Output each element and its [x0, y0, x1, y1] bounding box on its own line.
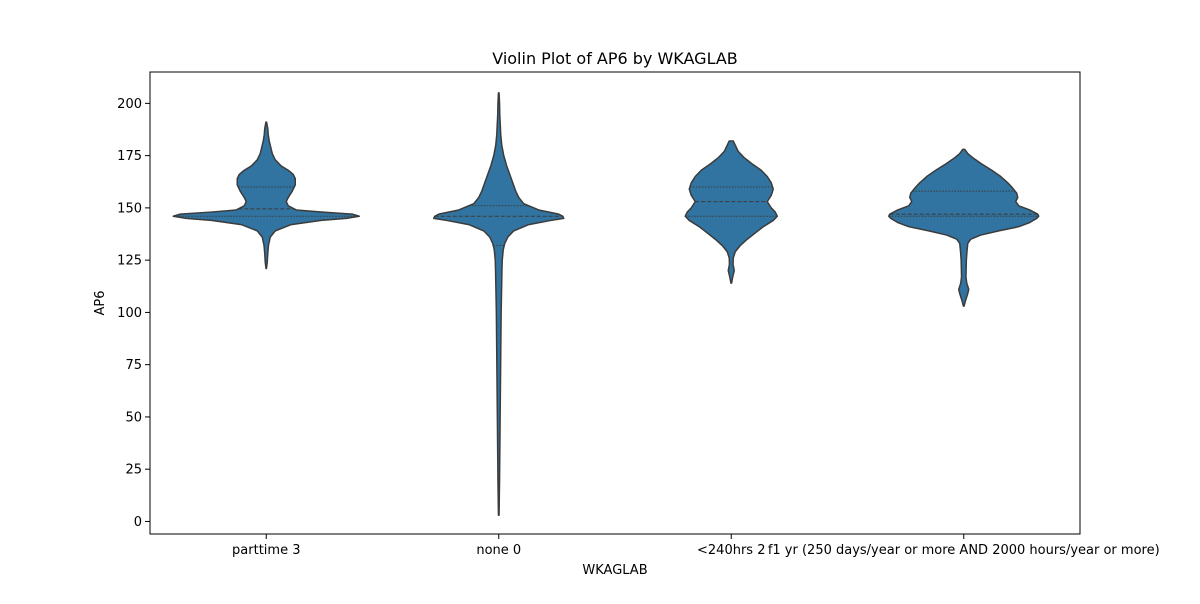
x-axis-label: WKAGLAB [582, 563, 647, 578]
x-axis: parttime 3 none 0 <240hrs 2 f1 yr (250 days… [232, 534, 1160, 558]
violin-group [433, 92, 565, 516]
y-axis: 0 25 50 75 100 125 150 175 200 [117, 97, 150, 530]
y-tick-label: 125 [117, 254, 142, 269]
violin-body [684, 140, 778, 284]
violin-group [684, 140, 778, 284]
plot-frame [149, 71, 1081, 535]
violin-group [172, 121, 360, 270]
y-tick-label: 175 [117, 149, 142, 164]
x-tick-label: <240hrs 2 [697, 543, 765, 558]
violin-group [888, 148, 1040, 307]
y-tick-label: 50 [125, 410, 142, 425]
x-tick-label: f1 yr (250 days/year or more AND 2000 ho… [768, 543, 1160, 558]
violin-body [888, 148, 1040, 307]
y-tick-label: 75 [125, 358, 142, 373]
y-tick-label: 150 [117, 201, 142, 216]
y-tick-label: 25 [125, 463, 142, 478]
chart-title: Violin Plot of AP6 by WKAGLAB [492, 49, 738, 68]
y-tick-label: 200 [117, 97, 142, 112]
violins-layer [172, 92, 1040, 516]
x-tick-label: parttime 3 [232, 543, 300, 558]
y-tick-label: 0 [134, 515, 142, 530]
x-tick-label: none 0 [476, 543, 521, 558]
y-axis-label: AP6 [93, 290, 108, 315]
violin-body [172, 121, 360, 270]
y-tick-label: 100 [117, 306, 142, 321]
